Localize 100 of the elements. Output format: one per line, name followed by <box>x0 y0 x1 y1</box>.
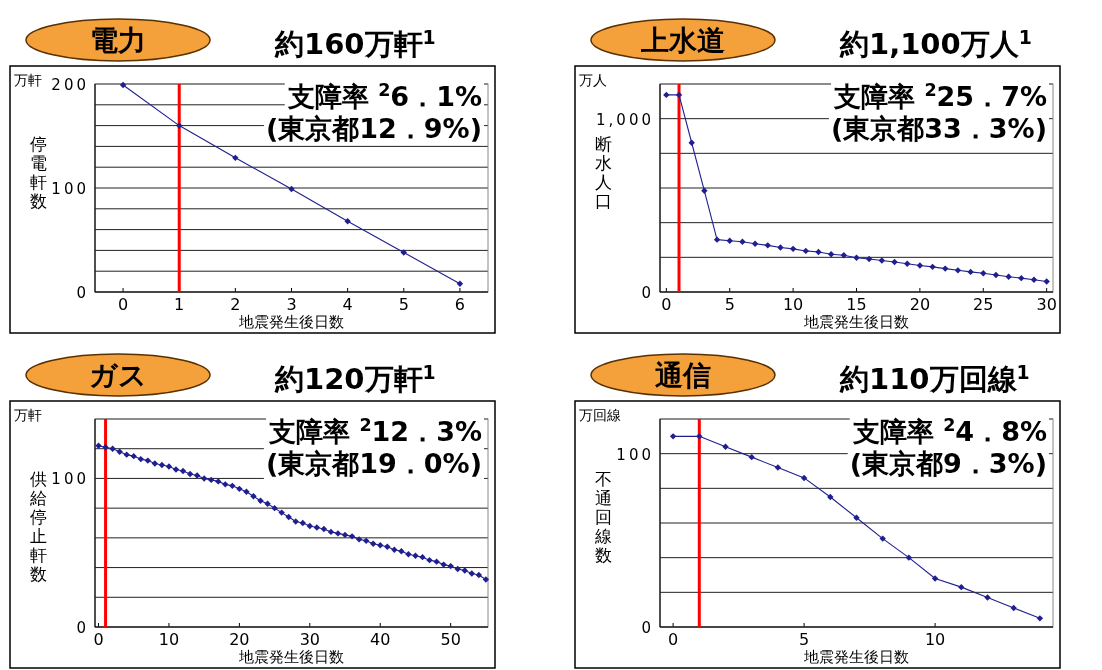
point <box>840 252 848 259</box>
annotation: (東京都12．9%) <box>265 113 482 144</box>
point <box>144 457 152 464</box>
point <box>391 546 398 553</box>
point <box>992 271 1000 279</box>
x-tick-label: 2 <box>230 295 241 314</box>
point <box>400 249 407 256</box>
point <box>865 255 873 263</box>
y-tick-label: 100 <box>51 470 89 489</box>
y-tick-label: 1,000 <box>596 110 654 129</box>
point <box>456 280 464 287</box>
y-tick-label: 0 <box>76 619 89 637</box>
point <box>285 513 292 521</box>
point <box>257 497 264 504</box>
point <box>879 535 886 542</box>
point <box>675 91 683 99</box>
point <box>236 485 243 493</box>
point <box>264 500 271 507</box>
point <box>355 536 363 543</box>
point <box>815 248 822 256</box>
point <box>208 476 215 484</box>
point <box>433 558 440 565</box>
point <box>426 556 433 564</box>
text: 万回線 <box>579 407 621 423</box>
x-axis-title: 地震発生後日数 <box>803 648 909 666</box>
x-axis-title: 地震発生後日数 <box>803 313 909 331</box>
x-tick-label: 10 <box>158 630 180 649</box>
x-tick-label: 0 <box>93 630 104 649</box>
point <box>130 452 137 460</box>
point <box>288 185 295 193</box>
x-tick-label: 0 <box>668 630 679 649</box>
y-tick-label: 0 <box>641 284 654 302</box>
point <box>764 242 771 249</box>
point <box>306 522 314 530</box>
point <box>377 542 384 549</box>
point <box>123 451 130 458</box>
x-tick-label: 20 <box>909 295 931 314</box>
point <box>774 464 782 471</box>
point <box>158 461 166 469</box>
x-tick-label: 4 <box>342 295 353 314</box>
chart-subtitle: 約1,100万人$^{1}$ <box>839 26 1032 61</box>
point <box>1018 274 1025 282</box>
chart-title: 電力 <box>90 24 146 57</box>
point <box>292 518 299 525</box>
point <box>827 251 835 258</box>
point <box>669 433 677 440</box>
text: 万軒 <box>14 72 42 88</box>
point <box>370 540 377 547</box>
point <box>777 244 784 251</box>
y-tick-label: 0 <box>641 619 654 637</box>
point <box>419 553 426 561</box>
point <box>482 576 490 583</box>
point <box>663 91 670 99</box>
x-tick-label: 0 <box>661 295 672 314</box>
point <box>172 466 180 473</box>
point <box>904 260 911 267</box>
point <box>137 455 144 463</box>
point <box>344 218 351 225</box>
point <box>853 254 860 261</box>
point <box>800 474 808 482</box>
point <box>193 472 201 479</box>
text: 万軒 <box>14 407 42 423</box>
point <box>827 493 834 501</box>
point <box>905 554 913 561</box>
point <box>748 453 755 461</box>
point <box>1030 276 1038 283</box>
point <box>789 245 797 253</box>
point <box>412 552 419 559</box>
point <box>696 433 703 440</box>
point <box>232 154 239 162</box>
point <box>942 265 949 272</box>
point <box>984 594 991 601</box>
point <box>222 481 229 488</box>
annotation: 支障率 $^{2}$4．8% <box>851 415 1047 447</box>
y-axis-title: 供給停止軒数 <box>28 469 47 584</box>
y-axis-title: 停電軒数 <box>29 134 47 211</box>
point <box>176 122 183 129</box>
y-tick-label: 100 <box>51 180 89 198</box>
y-axis-title: 不通回線数 <box>593 469 612 565</box>
chart-title: 通信 <box>655 359 711 392</box>
point <box>243 488 250 495</box>
point <box>475 571 483 579</box>
point <box>931 575 939 582</box>
x-tick-label: 30 <box>299 630 320 649</box>
point <box>299 519 306 527</box>
point <box>398 548 405 555</box>
annotation: 支障率 $^{2}$25．7% <box>832 80 1047 112</box>
annotation: (東京都19．0%) <box>265 448 482 479</box>
point <box>726 237 733 244</box>
y-tick-label: 200 <box>51 76 89 94</box>
point <box>186 470 194 478</box>
point <box>151 460 159 467</box>
x-tick-label: 40 <box>370 630 391 649</box>
point <box>802 247 809 255</box>
annotation: 支障率 $^{2}$12．3% <box>267 415 482 447</box>
point <box>454 565 461 573</box>
point <box>109 445 116 452</box>
point <box>229 482 236 490</box>
point <box>320 525 328 533</box>
point <box>1036 615 1044 622</box>
